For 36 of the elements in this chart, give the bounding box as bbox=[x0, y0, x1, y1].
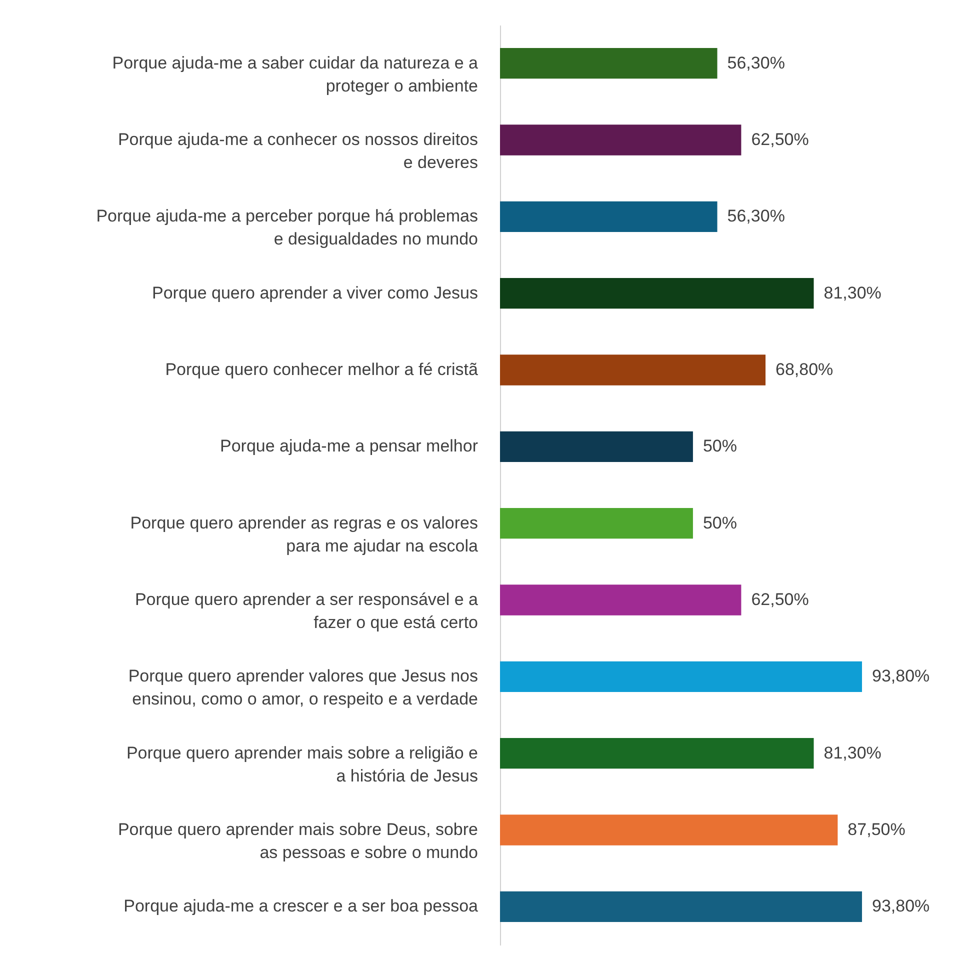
data-label: 87,50% bbox=[848, 820, 906, 839]
y-tick-label: Porque quero aprender a viver como Jesus bbox=[152, 283, 478, 302]
data-label: 81,30% bbox=[824, 743, 882, 762]
data-label: 93,80% bbox=[872, 896, 930, 916]
y-tick-label: Porque quero aprender mais sobre a religião e a história de Jesus bbox=[126, 743, 478, 786]
data-label: 62,50% bbox=[751, 590, 809, 609]
bar bbox=[500, 661, 862, 692]
bar bbox=[500, 431, 693, 462]
data-label: 81,30% bbox=[824, 283, 882, 302]
bar bbox=[500, 201, 718, 232]
data-label: 62,50% bbox=[751, 130, 809, 149]
data-label: 56,30% bbox=[727, 206, 785, 226]
bar bbox=[500, 891, 862, 922]
data-label: 50% bbox=[702, 513, 737, 532]
bar bbox=[500, 584, 742, 616]
y-tick-label: Porque ajuda-me a pensar melhor bbox=[220, 436, 478, 456]
y-tick-label: Porque quero aprender mais sobre Deus, sobre as pessoas e sobre o mundo bbox=[118, 820, 478, 862]
bar bbox=[500, 278, 814, 309]
y-tick-label: Porque ajuda-me a crescer e a ser boa pessoa bbox=[124, 896, 479, 916]
y-tick-label: Porque quero conhecer melhor a fé cristã bbox=[165, 360, 479, 379]
y-tick-label: Porque ajuda-me a conhecer os nossos direitos e deveres bbox=[118, 130, 478, 172]
data-label: 50% bbox=[702, 436, 737, 456]
y-tick-label: Porque quero aprender valores que Jesus nos ensinou, como o amor, o respeito e a verdade bbox=[128, 666, 478, 709]
data-label: 93,80% bbox=[872, 666, 930, 686]
y-tick-label: Porque ajuda-me a saber cuidar da natureza e a proteger o ambiente bbox=[112, 53, 479, 96]
data-label: 56,30% bbox=[727, 53, 785, 72]
data-label: 68,80% bbox=[776, 360, 834, 379]
bar bbox=[500, 738, 814, 769]
y-tick-label: Porque ajuda-me a perceber porque há problemas e desigualdades no mundo bbox=[96, 206, 478, 249]
bar bbox=[500, 354, 766, 386]
y-tick-label: Porque quero aprender as regras e os valores para me ajudar na escola bbox=[130, 513, 479, 556]
bar bbox=[500, 48, 718, 79]
y-tick-label: Porque quero aprender a ser responsável e a fazer o que está certo bbox=[134, 590, 479, 632]
bar bbox=[500, 814, 838, 846]
bar bbox=[500, 124, 742, 156]
bar bbox=[500, 508, 693, 539]
